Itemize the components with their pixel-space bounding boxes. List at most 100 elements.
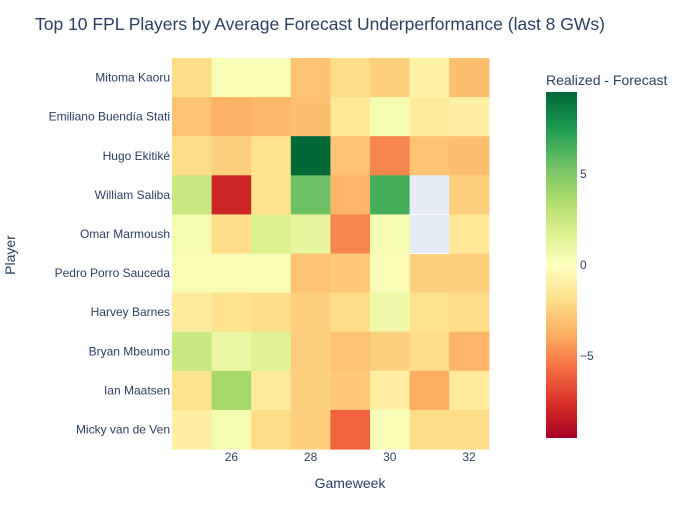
heatmap-cell [172, 214, 213, 255]
heatmap-cell [251, 136, 292, 176]
heatmap-cell [251, 370, 292, 411]
y-axis-tick-labels: Mitoma Kaoru Emiliano Buendía Stati Hugo E… [49, 71, 171, 437]
x-tick-label: 28 [304, 450, 318, 464]
heatmap-cell [211, 136, 252, 176]
y-tick-label: William Saliba [95, 188, 171, 202]
y-tick-label: Pedro Porro Sauceda [55, 266, 171, 280]
colorbar-gradient [546, 92, 577, 438]
heatmap-cell [409, 175, 450, 215]
heatmap-cell [290, 370, 331, 411]
heatmap-cell [172, 409, 213, 450]
y-tick-label: Mitoma Kaoru [95, 71, 170, 85]
heatmap-cell [330, 58, 371, 98]
heatmap-cell [251, 331, 292, 372]
heatmap-cell [211, 409, 252, 450]
heatmap-cell [251, 409, 292, 450]
heatmap-cell [330, 136, 371, 176]
heatmap-cell [330, 97, 371, 137]
heatmap-cell [330, 409, 371, 450]
heatmap-cell [211, 58, 252, 98]
heatmap-cell [409, 409, 450, 450]
heatmap-cell [409, 253, 450, 294]
heatmap-cell [172, 331, 213, 372]
y-tick-label: Harvey Barnes [91, 305, 170, 319]
heatmap-cell [409, 370, 450, 411]
heatmap-cell [370, 292, 411, 333]
colorbar-tick-label: 0 [580, 258, 587, 272]
heatmap-cell [172, 97, 213, 137]
heatmap-cell [211, 175, 252, 215]
y-tick-label: Emiliano Buendía Stati [49, 110, 170, 124]
heatmap-cell [172, 253, 213, 294]
heatmap-cell [449, 136, 490, 176]
heatmap-cell [251, 292, 292, 333]
heatmap-cell [211, 253, 252, 294]
chart-title: Top 10 FPL Players by Average Forecast U… [35, 14, 605, 34]
heatmap-cell [211, 370, 252, 411]
heatmap-cell [211, 292, 252, 333]
heatmap-cell [370, 175, 411, 215]
heatmap-cell [449, 370, 490, 411]
y-tick-label: Ian Maatsen [104, 383, 170, 397]
x-axis-title: Gameweek [315, 475, 387, 491]
heatmap-cell [172, 370, 213, 411]
colorbar-tick-label: −5 [580, 349, 594, 363]
heatmap-cell [370, 331, 411, 372]
heatmap-cell [251, 175, 292, 215]
heatmap-cell [449, 97, 490, 137]
heatmap-cell [290, 136, 331, 176]
colorbar-tick-labels: 5 0 −5 [580, 167, 594, 363]
heatmap-cell [449, 409, 490, 450]
heatmap-cell [449, 175, 490, 215]
heatmap-cell [409, 292, 450, 333]
heatmap-cell [330, 331, 371, 372]
heatmap-cell [290, 292, 331, 333]
heatmap-cell [211, 97, 252, 137]
heatmap-cell [449, 58, 490, 98]
heatmap-cell [172, 175, 213, 215]
heatmap-cell [370, 136, 411, 176]
heatmap-cell [449, 292, 490, 333]
heatmap-cell [370, 253, 411, 294]
heatmap-cell [370, 214, 411, 255]
x-tick-label: 32 [462, 450, 476, 464]
y-tick-label: Hugo Ekitiké [103, 149, 171, 163]
x-tick-label: 30 [383, 450, 397, 464]
heatmap-cells [172, 58, 490, 450]
heatmap-cell [409, 214, 450, 255]
colorbar-tick-label: 5 [580, 167, 587, 181]
heatmap-cell [211, 331, 252, 372]
heatmap-cell [290, 97, 331, 137]
heatmap-cell [449, 214, 490, 255]
y-tick-label: Bryan Mbeumo [89, 344, 171, 358]
heatmap-cell [172, 136, 213, 176]
heatmap-cell [330, 253, 371, 294]
heatmap-cell [449, 331, 490, 372]
heatmap-cell [330, 292, 371, 333]
y-tick-label: Omar Marmoush [80, 227, 170, 241]
y-tick-label: Micky van de Ven [76, 422, 170, 436]
heatmap-cell [370, 58, 411, 98]
heatmap-cell [251, 97, 292, 137]
heatmap-cell [409, 97, 450, 137]
heatmap-cell [172, 292, 213, 333]
heatmap-cell [370, 370, 411, 411]
heatmap-cell [409, 331, 450, 372]
x-tick-label: 26 [225, 450, 239, 464]
heatmap-cell [290, 58, 331, 98]
heatmap-cell [251, 214, 292, 255]
heatmap-cell [330, 214, 371, 255]
heatmap-cell [290, 214, 331, 255]
heatmap-cell [449, 253, 490, 294]
heatmap-cell [172, 58, 213, 98]
colorbar-title: Realized - Forecast [546, 72, 667, 88]
heatmap-cell [290, 175, 331, 215]
heatmap-cell [409, 58, 450, 98]
x-axis-tick-labels: 26 28 30 32 [225, 450, 476, 464]
heatmap-cell [330, 175, 371, 215]
heatmap-cell [330, 370, 371, 411]
heatmap-cell [409, 136, 450, 176]
heatmap-cell [290, 331, 331, 372]
